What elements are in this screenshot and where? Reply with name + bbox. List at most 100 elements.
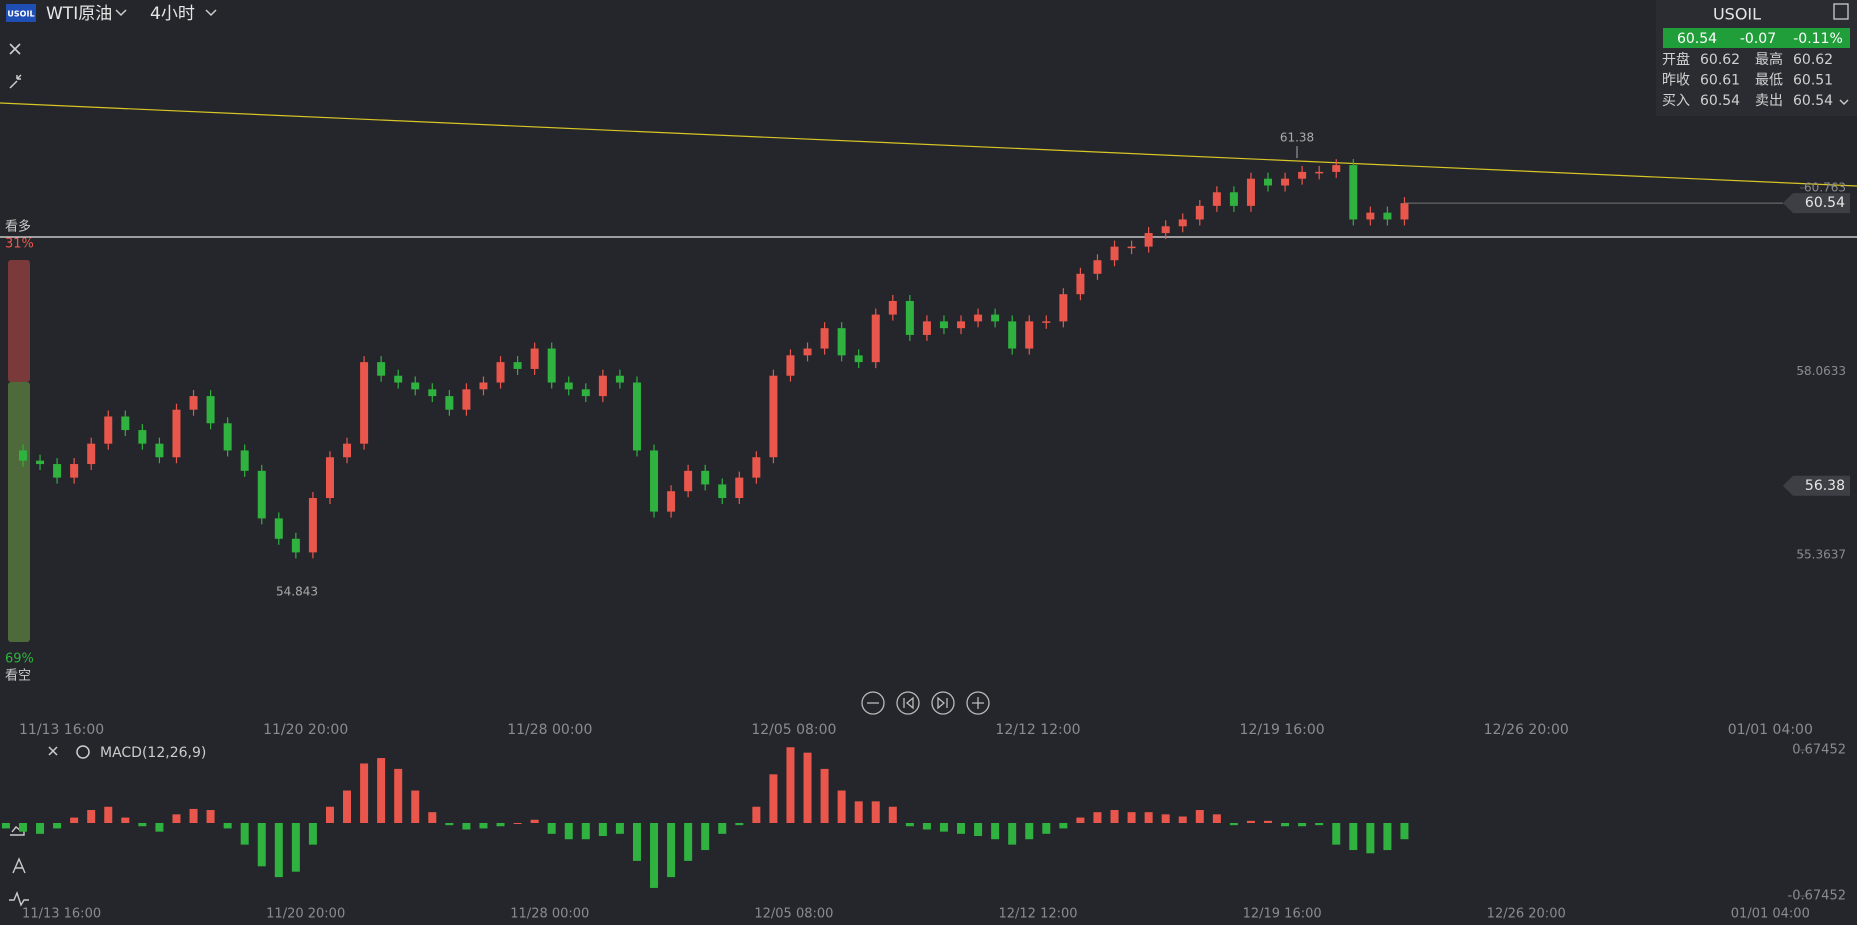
macd-bar: [428, 812, 437, 823]
macd-bar: [257, 823, 266, 867]
candle-body: [1315, 171, 1324, 174]
candle-body: [837, 328, 846, 356]
macd-bar: [1059, 823, 1068, 829]
trend-line: [0, 102, 1857, 187]
candle-body: [1161, 226, 1170, 234]
quote-value: 60.62: [1793, 52, 1833, 68]
macd-bar: [667, 823, 676, 878]
y-tick-label: 55.3637: [1796, 547, 1846, 561]
symbol-dropdown[interactable]: [115, 9, 127, 17]
macd-bar: [564, 823, 573, 840]
macd-bar: [223, 823, 232, 829]
candle-body: [684, 470, 693, 492]
macd-bar: [411, 790, 420, 823]
macd-bar: [837, 790, 846, 823]
macd-bar: [496, 823, 505, 827]
candle-body: [615, 375, 624, 383]
candle-body: [1383, 212, 1392, 220]
macd-bar: [1008, 823, 1017, 845]
macd-bar: [803, 752, 812, 823]
candle-body: [1127, 246, 1136, 249]
low-label: 54.843: [276, 585, 318, 599]
symbol-name[interactable]: WTI原油: [46, 4, 112, 24]
x-tick-label: 12/05 08:00: [754, 907, 833, 922]
x-tick-label: 12/19 16:00: [1243, 907, 1322, 922]
candle-body: [18, 450, 27, 461]
macd-bar: [377, 758, 386, 823]
quote-expand[interactable]: [1839, 99, 1849, 105]
y-tick-label: 60.763: [1804, 180, 1846, 194]
x-tick-label: 01/01 04:00: [1728, 722, 1813, 738]
exit-icon[interactable]: [1833, 3, 1849, 20]
high-label: 61.38: [1280, 131, 1314, 145]
macd-close[interactable]: [48, 746, 58, 756]
macd-bar: [632, 823, 641, 861]
macd-bar: [1110, 810, 1119, 823]
candle-body: [308, 498, 317, 553]
macd-bar: [308, 823, 317, 845]
candle-body: [530, 348, 539, 369]
macd-settings[interactable]: [76, 745, 90, 759]
candle-body: [138, 430, 147, 444]
macd-bar: [1315, 823, 1324, 826]
candle-body: [650, 450, 659, 512]
candle-body: [752, 457, 761, 478]
collapse-icon[interactable]: [9, 74, 22, 89]
wave-tool[interactable]: [9, 891, 29, 907]
macd-bar: [871, 801, 880, 823]
interval-dropdown[interactable]: [205, 9, 217, 17]
macd-bar: [1, 823, 10, 829]
scroll-start-button[interactable]: [896, 691, 920, 715]
zoom-in-button[interactable]: [966, 691, 990, 715]
candle-body: [104, 416, 113, 444]
macd-bar: [1161, 814, 1170, 823]
macd-bar: [1212, 814, 1221, 823]
macd-bar: [598, 823, 607, 836]
macd-bar: [18, 823, 27, 832]
macd-bar: [888, 806, 897, 823]
candle-body: [496, 362, 505, 383]
bull-pct: 31%: [5, 237, 34, 252]
quote-label: 最低: [1755, 73, 1783, 89]
macd-bar: [735, 823, 744, 826]
macd-bar: [615, 823, 624, 834]
macd-bar: [991, 823, 1000, 840]
candle-body: [1264, 178, 1273, 186]
candle-body: [479, 382, 488, 390]
macd-bar: [155, 823, 164, 832]
macd-bar: [343, 790, 352, 823]
x-tick-label: 12/26 20:00: [1484, 722, 1569, 738]
zoom-in-icon: [972, 697, 984, 709]
close-icon[interactable]: [9, 43, 21, 55]
scroll-end-button[interactable]: [931, 691, 955, 715]
macd-bar: [701, 823, 710, 851]
candle-body: [1059, 294, 1068, 322]
candle-body: [206, 396, 215, 424]
macd-bar: [786, 747, 795, 823]
candle-body: [803, 348, 812, 356]
x-tick-label: 11/28 00:00: [507, 722, 592, 738]
candle-body: [1076, 273, 1085, 295]
macd-bar: [87, 810, 96, 823]
zoom-out-button[interactable]: [861, 691, 885, 715]
macd-bar: [104, 806, 113, 823]
quote-change: -0.07: [1740, 31, 1776, 47]
candle-body: [462, 389, 471, 410]
macd-bar: [581, 823, 590, 840]
macd-bar: [360, 763, 369, 823]
interval[interactable]: 4小时: [150, 4, 195, 24]
bear-label: 看空: [5, 668, 31, 684]
candle-body: [701, 470, 710, 485]
candle-body: [1195, 205, 1204, 220]
macd-bar: [769, 774, 778, 823]
candle-body: [974, 314, 983, 322]
draw-tool[interactable]: [12, 857, 26, 874]
candle-body: [291, 538, 300, 553]
macd-bar: [1400, 823, 1409, 840]
x-tick-label: 12/12 12:00: [995, 722, 1080, 738]
candle-body: [87, 443, 96, 465]
macd-bar: [53, 823, 62, 829]
macd-bar: [650, 823, 659, 888]
